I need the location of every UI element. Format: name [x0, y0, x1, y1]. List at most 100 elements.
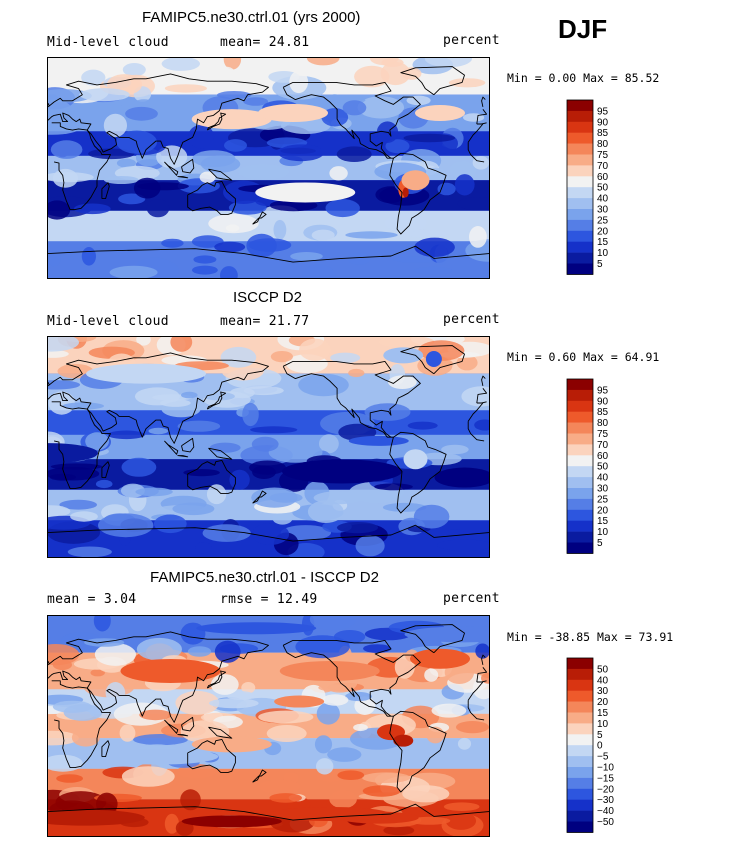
- colorbar: 95 90 85 80 75 70 60 50 40 30 25 20 15 10 5: [566, 378, 627, 554]
- coastline: [48, 382, 50, 385]
- colorbar-swatch: [567, 100, 593, 112]
- colorbar-swatch: [567, 143, 593, 155]
- colorbar-tick-label: −40: [597, 806, 614, 817]
- coastline: [282, 360, 421, 438]
- coastline: [208, 726, 233, 739]
- coastline: [48, 803, 489, 821]
- coastline: [252, 211, 267, 225]
- coastline: [177, 455, 189, 458]
- colorbar-tick-label: 75: [597, 429, 609, 440]
- colorbar-tick-label: 10: [597, 248, 609, 259]
- season-label: DJF: [558, 14, 608, 44]
- coastline: [164, 440, 179, 455]
- colorbar-tick-label: 90: [597, 396, 609, 407]
- colorbar-tick-label: 70: [597, 161, 609, 172]
- colorbar-swatch: [567, 712, 593, 724]
- colorbar-tick-label: 85: [597, 128, 609, 139]
- coastline: [48, 661, 50, 664]
- map-plot: [47, 615, 490, 837]
- colorbar-swatch: [567, 400, 593, 412]
- coastline: [400, 66, 465, 96]
- colorbar-swatch: [567, 422, 593, 434]
- units-label: percent: [443, 591, 500, 606]
- colorbar-swatch: [567, 389, 593, 402]
- coastline: [206, 670, 227, 689]
- variable-label: Mid-level cloud: [47, 314, 169, 329]
- coastline: [206, 112, 227, 131]
- colorbar-swatch: [567, 788, 593, 800]
- minmax-label: Min = 0.00 Max = 85.52: [507, 71, 660, 85]
- colorbar-swatch: [567, 520, 593, 532]
- coastline: [252, 490, 267, 504]
- colorbar-swatch: [567, 477, 593, 489]
- colorbar-tick-label: 20: [597, 697, 609, 708]
- coastline: [476, 667, 488, 683]
- coastline: [187, 738, 236, 773]
- coastline: [400, 345, 465, 375]
- colorbar-swatch: [567, 777, 593, 790]
- coastline: [389, 431, 447, 514]
- colorbar-tick-label: 25: [597, 215, 609, 226]
- coastline: [208, 168, 233, 181]
- panel-title: FAMIPC5.ne30.ctrl.01 (yrs 2000): [142, 9, 361, 26]
- colorbar-tick-label: 60: [597, 451, 609, 462]
- coastline: [181, 158, 195, 174]
- colorbar-swatch: [567, 690, 593, 702]
- colorbar-tick-label: 95: [597, 385, 609, 396]
- colorbar-swatch: [567, 745, 593, 757]
- minmax-label: Min = -38.85 Max = 73.91: [507, 630, 674, 644]
- colorbar-swatch: [567, 209, 593, 221]
- coastline: [48, 245, 489, 263]
- colorbar-swatch: [567, 187, 593, 199]
- colorbar-swatch: [567, 154, 593, 166]
- colorbar-tick-label: 5: [597, 259, 603, 270]
- colorbar-swatch: [567, 241, 593, 253]
- coastline: [467, 700, 485, 721]
- coastline: [282, 81, 421, 159]
- units-label: percent: [443, 33, 500, 48]
- colorbar-tick-label: 70: [597, 440, 609, 451]
- colorbar-tick-label: 15: [597, 237, 609, 248]
- coastline: [252, 769, 267, 783]
- coastline: [476, 122, 487, 125]
- colorbar-tick-label: 95: [597, 106, 609, 117]
- coastline: [187, 459, 236, 494]
- coastline: [177, 176, 189, 179]
- colorbar: 50 40 30 20 15 10 5 0 −5 −10 −15 −20 −30 −40 −50: [566, 657, 627, 833]
- colorbar-tick-label: 15: [597, 708, 609, 719]
- colorbar-tick-label: 40: [597, 194, 609, 205]
- colorbar-tick-label: 90: [597, 117, 609, 128]
- colorbar-swatch: [567, 531, 593, 543]
- colorbar-tick-label: −15: [597, 773, 614, 784]
- colorbar-swatch: [567, 767, 593, 779]
- colorbar-tick-label: 40: [597, 675, 609, 686]
- colorbar-swatch: [567, 498, 593, 511]
- colorbar-tick-label: 75: [597, 150, 609, 161]
- colorbar-swatch: [567, 219, 593, 232]
- panel-title: ISCCP D2: [233, 289, 302, 306]
- colorbar-swatch: [567, 668, 593, 681]
- colorbar-swatch: [567, 433, 593, 445]
- colorbar-swatch: [567, 756, 593, 768]
- colorbar-swatch: [567, 488, 593, 500]
- mean-label: mean= 21.77: [220, 314, 310, 329]
- colorbar-tick-label: −50: [597, 817, 614, 828]
- colorbar-swatch: [567, 810, 593, 822]
- colorbar-swatch: [567, 252, 593, 264]
- colorbar-tick-label: 50: [597, 183, 609, 194]
- colorbar-swatch: [567, 799, 593, 811]
- coastline: [181, 716, 195, 732]
- coastline: [48, 103, 50, 106]
- rmse-label: rmse = 12.49: [220, 592, 318, 607]
- colorbar-tick-label: −5: [597, 752, 609, 763]
- coastline: [51, 401, 111, 490]
- colorbar-tick-label: 80: [597, 418, 609, 429]
- coastline: [476, 680, 487, 683]
- colorbar-swatch: [567, 455, 593, 467]
- coastline: [481, 375, 486, 386]
- colorbar-swatch: [567, 542, 593, 554]
- coastline: [476, 109, 488, 125]
- coastline: [101, 740, 110, 758]
- colorbar-swatch: [567, 679, 593, 691]
- map-plot: [47, 57, 490, 279]
